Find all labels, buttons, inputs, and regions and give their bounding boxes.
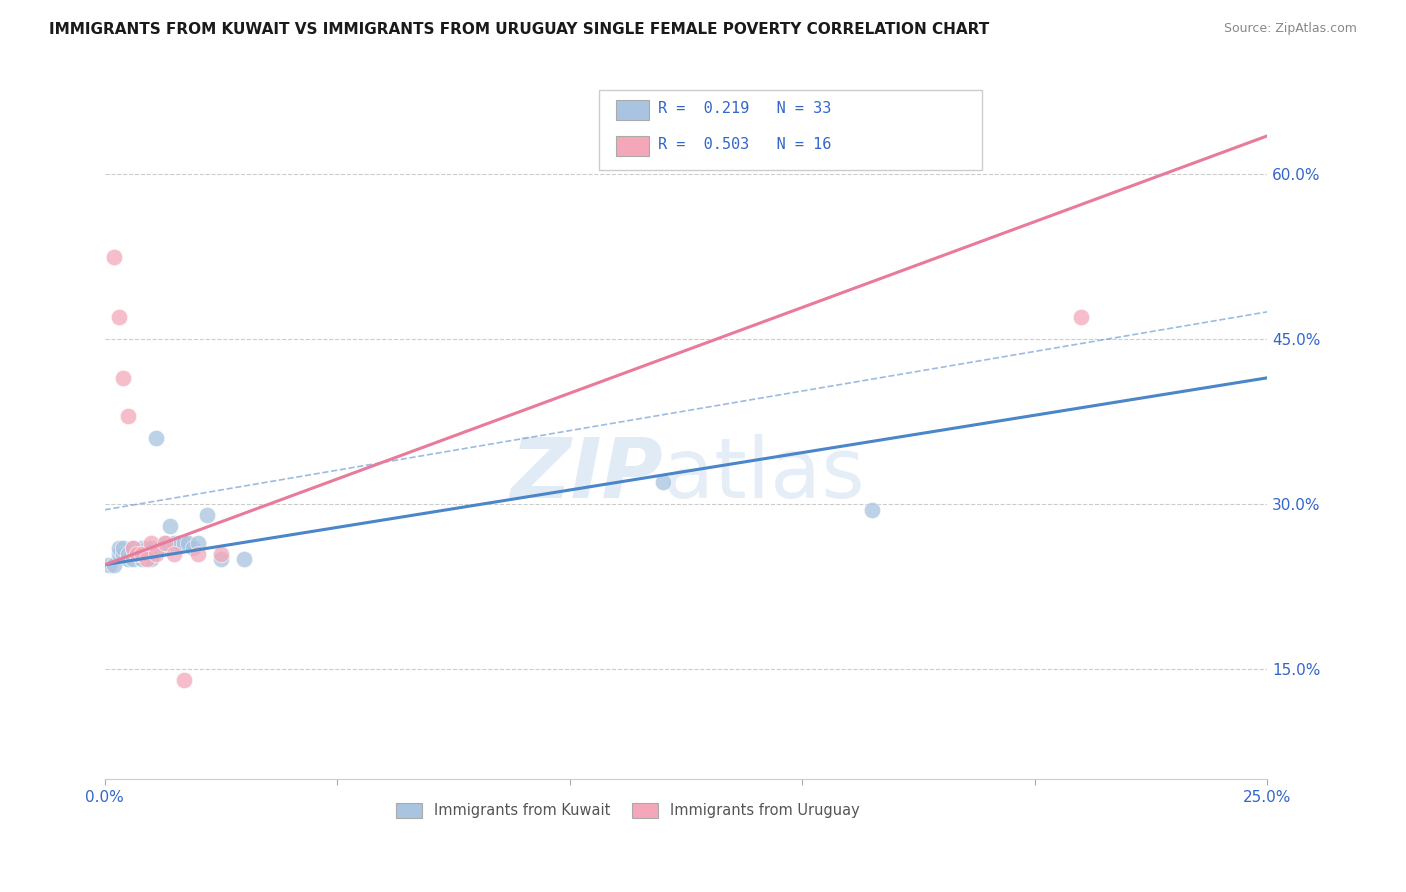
Point: [173, 536, 195, 550]
Point: [163, 536, 186, 550]
Point: [181, 541, 204, 556]
Point: [141, 552, 163, 566]
Point: [127, 547, 149, 561]
Text: IMMIGRANTS FROM KUWAIT VS IMMIGRANTS FROM URUGUAY SINGLE FEMALE POVERTY CORRELAT: IMMIGRANTS FROM KUWAIT VS IMMIGRANTS FRO…: [49, 22, 990, 37]
Point: [177, 536, 200, 550]
Point: [131, 547, 153, 561]
Point: [187, 536, 209, 550]
Point: [103, 558, 125, 572]
Point: [1070, 310, 1092, 325]
Text: ZIP: ZIP: [510, 434, 662, 515]
Point: [159, 519, 181, 533]
Point: [112, 371, 135, 385]
Point: [112, 547, 135, 561]
Point: [860, 503, 883, 517]
Text: Source: ZipAtlas.com: Source: ZipAtlas.com: [1223, 22, 1357, 36]
Point: [209, 552, 232, 566]
FancyBboxPatch shape: [616, 100, 648, 120]
Point: [135, 541, 157, 556]
Point: [163, 547, 186, 561]
Point: [127, 547, 149, 561]
Point: [195, 508, 218, 523]
Point: [117, 552, 139, 566]
Point: [117, 409, 139, 424]
Point: [117, 547, 139, 561]
Point: [135, 547, 157, 561]
FancyBboxPatch shape: [599, 90, 983, 169]
Point: [233, 552, 256, 566]
Point: [187, 547, 209, 561]
Point: [153, 536, 176, 550]
Point: [145, 431, 167, 445]
FancyBboxPatch shape: [616, 136, 648, 155]
Point: [131, 552, 153, 566]
Text: atlas: atlas: [662, 434, 865, 515]
Point: [107, 547, 129, 561]
Point: [107, 310, 129, 325]
Point: [141, 541, 163, 556]
Point: [121, 552, 143, 566]
Point: [141, 536, 163, 550]
Point: [167, 536, 190, 550]
Point: [98, 558, 121, 572]
Point: [127, 547, 149, 561]
Point: [131, 541, 153, 556]
Point: [103, 250, 125, 264]
Legend: Immigrants from Kuwait, Immigrants from Uruguay: Immigrants from Kuwait, Immigrants from …: [389, 797, 866, 824]
Point: [135, 552, 157, 566]
Point: [173, 673, 195, 688]
Point: [121, 541, 143, 556]
Point: [153, 536, 176, 550]
Text: R =  0.503   N = 16: R = 0.503 N = 16: [658, 137, 831, 152]
Point: [651, 475, 673, 490]
Point: [107, 541, 129, 556]
Point: [112, 541, 135, 556]
Point: [145, 547, 167, 561]
Point: [121, 541, 143, 556]
Point: [209, 547, 232, 561]
Point: [149, 541, 172, 556]
Text: R =  0.219   N = 33: R = 0.219 N = 33: [658, 101, 831, 116]
